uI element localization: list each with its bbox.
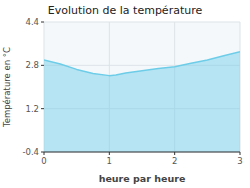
y-tick-label: 2.8: [25, 60, 39, 70]
y-tick: [41, 152, 44, 153]
grid: [44, 22, 240, 152]
y-tick: [41, 65, 44, 66]
grid-line-y: [44, 152, 240, 153]
grid-line-y: [44, 22, 240, 23]
x-tick-label: 1: [107, 156, 112, 166]
y-tick: [41, 22, 44, 23]
chart-svg: 0 1 2 3 -0.4 1.2 2.8 4.4 heure par heure Températ…: [0, 0, 250, 188]
chart-title: Evolution de la température: [48, 4, 203, 17]
page: {"chart_data": {"type": "area", "title":…: [0, 0, 250, 188]
x-tick-label: 0: [41, 156, 46, 166]
y-tick-label: 1.2: [25, 104, 39, 114]
plot-background: [44, 22, 240, 152]
x-tick: [109, 152, 110, 155]
data-layer: [44, 52, 240, 152]
x-tick: [240, 152, 241, 155]
axes: 0 1 2 3 -0.4 1.2 2.8 4.4: [22, 17, 242, 166]
area-fill: [44, 52, 240, 152]
chart-container: 0 1 2 3 -0.4 1.2 2.8 4.4 heure par heure Températ…: [0, 0, 250, 188]
x-tick-label: 3: [237, 156, 242, 166]
area-line: [44, 52, 240, 76]
y-tick-label: -0.4: [22, 147, 39, 157]
y-tick: [41, 108, 44, 109]
y-tick-label: 4.4: [25, 17, 39, 27]
x-tick: [174, 152, 175, 155]
x-axis-label: heure par heure: [99, 173, 186, 184]
y-axis-label: Température en °C: [2, 47, 12, 128]
x-axis-line: [44, 152, 240, 153]
x-tick-label: 2: [172, 156, 177, 166]
